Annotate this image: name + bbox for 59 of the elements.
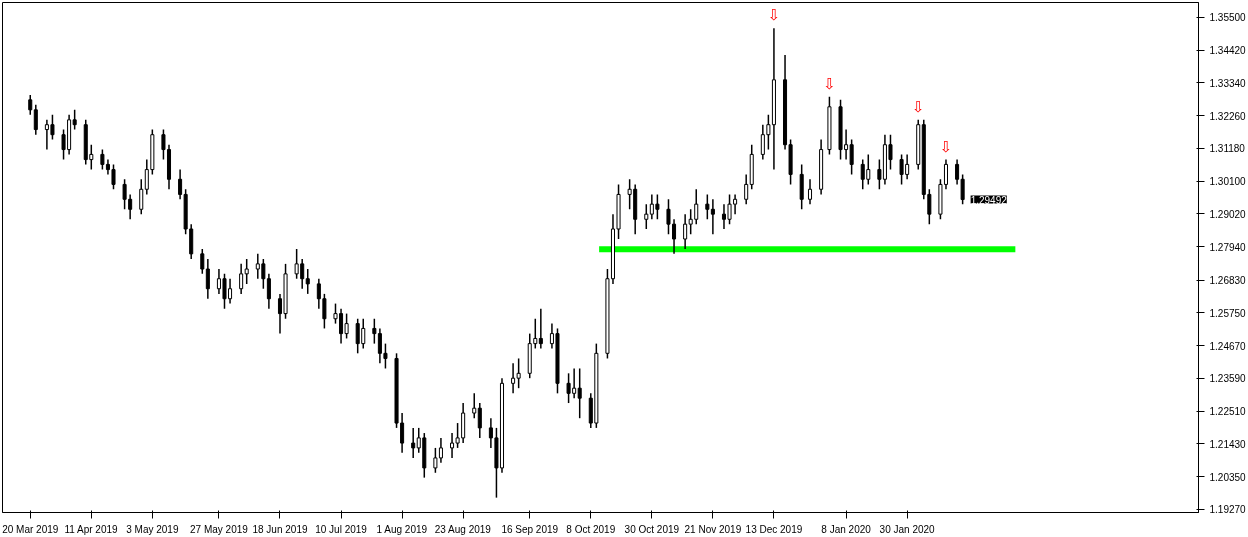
candlestick bbox=[710, 198, 715, 235]
x-tick-label: 11 Apr 2019 bbox=[64, 523, 119, 535]
x-tick-label: 21 Nov 2019 bbox=[684, 523, 742, 535]
x-tick-label: 3 May 2019 bbox=[126, 523, 179, 535]
candlestick bbox=[305, 268, 310, 295]
x-tick-label: 20 Mar 2019 bbox=[2, 523, 59, 535]
candlestick bbox=[411, 427, 416, 459]
y-tick-label: 1.23590 bbox=[1209, 373, 1247, 385]
x-tick-label: 30 Jan 2020 bbox=[879, 523, 936, 535]
x-tick-label: 8 Oct 2019 bbox=[566, 523, 616, 535]
y-tick-label: 1.20350 bbox=[1209, 471, 1247, 483]
candlestick bbox=[488, 417, 493, 449]
x-tick-label: 10 Jul 2019 bbox=[315, 523, 368, 535]
x-tick-label: 8 Jan 2020 bbox=[821, 523, 872, 535]
y-tick-label: 1.22510 bbox=[1209, 406, 1247, 418]
y-tick-label: 1.29020 bbox=[1209, 208, 1247, 220]
annotation: ⇩ bbox=[823, 74, 836, 93]
y-tick-label: 1.35500 bbox=[1209, 12, 1247, 24]
candlestick bbox=[33, 103, 38, 136]
x-tick-label: 16 Sep 2019 bbox=[501, 523, 559, 535]
annotation: ⇩ bbox=[911, 97, 925, 116]
annotation: ⇩ bbox=[767, 6, 781, 25]
candlestick bbox=[139, 178, 144, 215]
candlestick bbox=[239, 263, 244, 295]
candlestick bbox=[472, 392, 477, 419]
y-tick-label: 1.24670 bbox=[1209, 340, 1247, 352]
candlestick bbox=[577, 367, 582, 419]
candlestick bbox=[705, 193, 710, 221]
y-tick-label: 1.33340 bbox=[1209, 77, 1247, 89]
annotation: 1.29492 bbox=[970, 194, 1008, 206]
x-tick-label: 1 Aug 2019 bbox=[376, 523, 428, 535]
candlestick bbox=[807, 178, 813, 205]
x-tick-label: 23 Aug 2019 bbox=[434, 523, 492, 535]
y-tick-label: 1.30100 bbox=[1209, 176, 1247, 188]
candlestick bbox=[200, 248, 205, 275]
candlestick bbox=[244, 258, 249, 285]
y-tick-label: 1.32260 bbox=[1209, 110, 1247, 122]
annotation: ⇩ bbox=[939, 137, 953, 156]
y-tick-label: 1.27940 bbox=[1209, 241, 1247, 253]
candlestick bbox=[744, 173, 749, 205]
candlestick bbox=[205, 258, 210, 300]
y-tick-label: 1.21430 bbox=[1209, 438, 1247, 450]
x-tick-label: 18 Jun 2019 bbox=[252, 523, 308, 535]
candlestick bbox=[683, 213, 688, 250]
y-tick-label: 1.31180 bbox=[1209, 143, 1246, 155]
candlestick bbox=[511, 362, 516, 395]
x-tick-label: 27 May 2019 bbox=[190, 523, 249, 535]
y-tick-label: 1.26830 bbox=[1209, 275, 1247, 287]
candlestick bbox=[538, 307, 543, 350]
candlestick bbox=[516, 357, 521, 389]
y-tick-label: 1.19270 bbox=[1209, 504, 1247, 516]
y-tick-label: 1.25750 bbox=[1209, 307, 1247, 319]
candlestick bbox=[100, 148, 105, 171]
x-tick-label: 30 Oct 2019 bbox=[624, 523, 680, 535]
y-tick-label: 1.34420 bbox=[1209, 45, 1247, 57]
candlestick bbox=[644, 203, 649, 230]
candlestick bbox=[28, 94, 33, 116]
candlestick bbox=[477, 402, 482, 439]
x-tick-label: 13 Dec 2019 bbox=[745, 523, 803, 535]
